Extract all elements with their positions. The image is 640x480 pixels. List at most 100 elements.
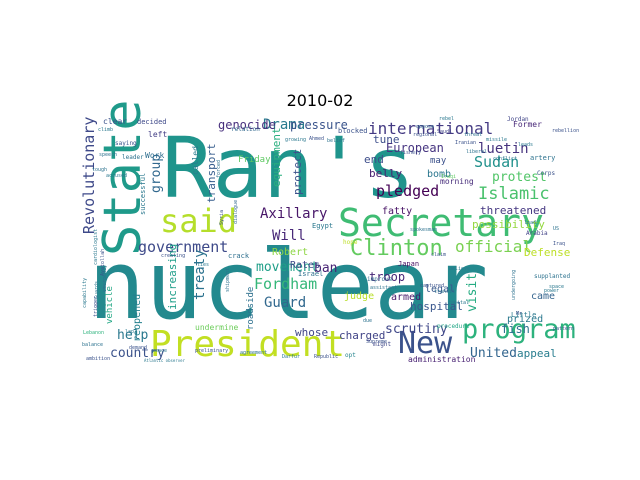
word-judge: judge [344, 291, 374, 302]
word-administration: administration [408, 355, 476, 364]
word-supreme: Supreme [366, 339, 387, 345]
word-ahmed: Ahmed [309, 136, 324, 142]
word-pledged: pledged [376, 182, 439, 200]
word-axillary: Axillary [260, 206, 327, 222]
word-drama: Drama [263, 117, 305, 133]
word-assistant: assistant [370, 285, 397, 291]
word-israel: Israel [298, 270, 323, 278]
word-vehicle: vehicle [105, 286, 115, 324]
word-threat: threat [464, 132, 482, 138]
word-may: may [430, 156, 447, 166]
word-islamic: Islamic [478, 184, 550, 204]
word-left: left [148, 130, 167, 139]
word-corps: Corps [537, 170, 555, 177]
word-jordan: Jordan [507, 116, 529, 123]
word-european: European [386, 141, 444, 155]
word-nuclear: nuclear [88, 231, 488, 341]
word-prized: prized [507, 314, 543, 325]
word-regional: regional [413, 132, 437, 138]
word-will: Will [272, 228, 306, 244]
word-robert: Robert [272, 247, 308, 258]
word-balance: balance [82, 342, 103, 348]
word-speech: speech [99, 152, 117, 158]
word-genocide: genocide [218, 118, 276, 132]
word-decided: decided [137, 118, 167, 126]
word-liberal: liberal [466, 149, 487, 155]
word-said: said [160, 202, 237, 240]
word-procedure: procedure [437, 323, 470, 330]
word-tune: tune [373, 133, 400, 146]
word-pattern: pattern [553, 326, 574, 332]
word-blocked: blocked [338, 127, 368, 135]
word-demand: demand [129, 345, 147, 351]
word-crack: crack [228, 252, 250, 260]
word-iranian: Iranian [455, 140, 476, 146]
word-protect: protect [291, 149, 304, 195]
word-opt: opt [345, 352, 356, 359]
word-guard: Guard [264, 295, 306, 311]
word-secretary: Secretary [338, 201, 544, 245]
word-tough: tough [92, 167, 107, 173]
word-charged: charged [339, 329, 385, 342]
word-rates: Rates [290, 260, 320, 271]
word-help: help [117, 328, 148, 343]
word-missile: missile [486, 137, 507, 143]
word-fordham: Fordham [254, 275, 317, 293]
word-dialogue: dialogue [233, 200, 239, 224]
word-successful: successful [139, 173, 147, 215]
word-came: came [531, 291, 555, 302]
word-claim: claim [431, 252, 446, 258]
word-pressure: pressure [290, 118, 348, 132]
word-iraqi: Iraqi [441, 174, 456, 180]
word-relation: relation [231, 126, 260, 133]
word-ban: ban [314, 261, 337, 276]
word-reopened: reopened [132, 294, 143, 342]
word-fish: fish [501, 322, 530, 336]
word-atlantic-observer: Atlantic observer [144, 358, 186, 363]
word-treaty: treaty [192, 249, 208, 300]
word-capital: capital [448, 300, 469, 306]
word-armed: armed [391, 292, 421, 303]
word-artery: artery [530, 154, 555, 162]
word-rebellion: rebellion [552, 128, 579, 134]
word-transport: transport [205, 143, 218, 203]
word-lebanon: Lebanon [83, 330, 104, 336]
chart-title: 2010-02 [286, 91, 354, 110]
word-creating: creating [161, 253, 185, 259]
word-sudan: Sudan [474, 153, 519, 171]
word-space: space [549, 284, 564, 290]
word-movement: movement [256, 260, 319, 275]
word-bomb: bomb [427, 169, 451, 180]
word-us: US [553, 226, 559, 232]
word-agreement: agreement [240, 350, 267, 356]
word-group: group [149, 154, 164, 193]
word-undergoing: undergoing [511, 270, 517, 300]
word-ambition: ambition [86, 356, 110, 362]
word-belief: belief [327, 138, 345, 144]
word-defense: Defense [524, 246, 570, 259]
word-believe: believe [449, 266, 470, 272]
word-clear: clear [103, 117, 127, 126]
word-mr: Mr [516, 311, 522, 317]
word-official: official [455, 237, 532, 256]
word-syria: Syria [219, 210, 225, 225]
word-protest: protest [492, 170, 547, 185]
word-peace: peace [152, 348, 167, 354]
word-captured: captured [420, 283, 444, 289]
word-president: President [150, 324, 345, 365]
word-guards: Guards [94, 281, 100, 299]
word-rebel: rebel [439, 116, 454, 122]
word-clinton: Clinton [350, 236, 443, 261]
word-supplanted: supplanted [534, 273, 571, 280]
word-improve: improve [367, 276, 393, 283]
word-international: international [368, 119, 493, 138]
word-roadside: roadside [246, 287, 256, 330]
word-appeal: appeal [517, 347, 557, 360]
word-state: State [93, 99, 153, 256]
word-friday: Friday [238, 155, 271, 165]
word-darfur: Darfur [282, 354, 300, 360]
word-legal: legal [425, 284, 455, 295]
word-country: country [110, 346, 165, 361]
word-republic: Republic [314, 354, 338, 360]
